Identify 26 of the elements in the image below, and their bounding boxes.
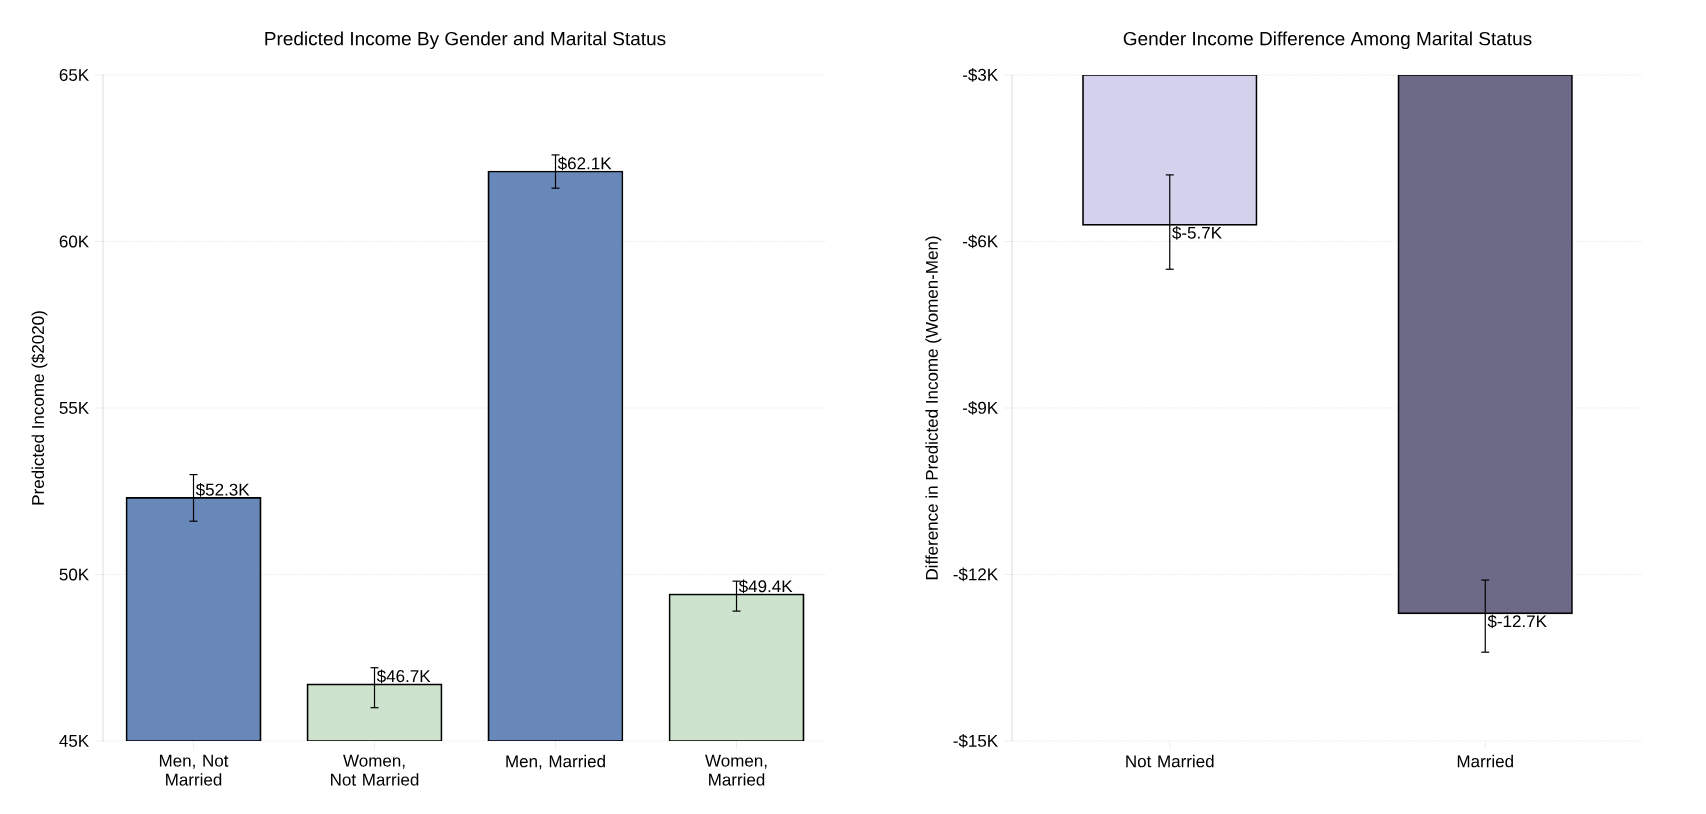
data-label: $46.7K xyxy=(376,669,431,684)
y-axis-title: Predicted Income ($2020) xyxy=(31,311,48,505)
data-label: $-5.7K xyxy=(1172,226,1222,240)
y-tick-label: -$9K xyxy=(962,401,998,415)
x-tick-label: Men, Married xyxy=(506,754,605,770)
data-label: $-12.7K xyxy=(1487,614,1547,629)
data-label: $52.3K xyxy=(195,482,250,497)
y-tick-label: 50K xyxy=(59,568,89,581)
data-label: $49.4K xyxy=(738,579,793,594)
x-tick-label: Married xyxy=(1457,754,1513,768)
y-tick-label: 55K xyxy=(59,402,89,414)
data-label: $62.1K xyxy=(557,156,612,171)
y-tick-label: -$3K xyxy=(962,68,998,82)
y-tick-label: 45K xyxy=(59,735,89,747)
y-tick-label: 65K xyxy=(59,68,89,82)
y-axis-title: Difference in Predicted Income (Women-Men) xyxy=(925,236,942,580)
x-tick-label: Men, Not Married xyxy=(159,754,229,786)
y-tick-label: -$12K xyxy=(953,567,998,582)
x-tick-label: Women, Married xyxy=(705,754,767,786)
chart-title: Predicted Income By Gender and Marital Status xyxy=(265,31,666,50)
y-tick-label: 60K xyxy=(59,235,89,248)
y-tick-label: -$6K xyxy=(962,234,998,249)
x-tick-label: Women, Not Married xyxy=(331,754,419,786)
y-tick-label: -$15K xyxy=(953,734,998,748)
x-tick-label: Not Married xyxy=(1126,754,1214,768)
chart-title: Gender Income Difference Among Marital Status xyxy=(1123,31,1532,50)
